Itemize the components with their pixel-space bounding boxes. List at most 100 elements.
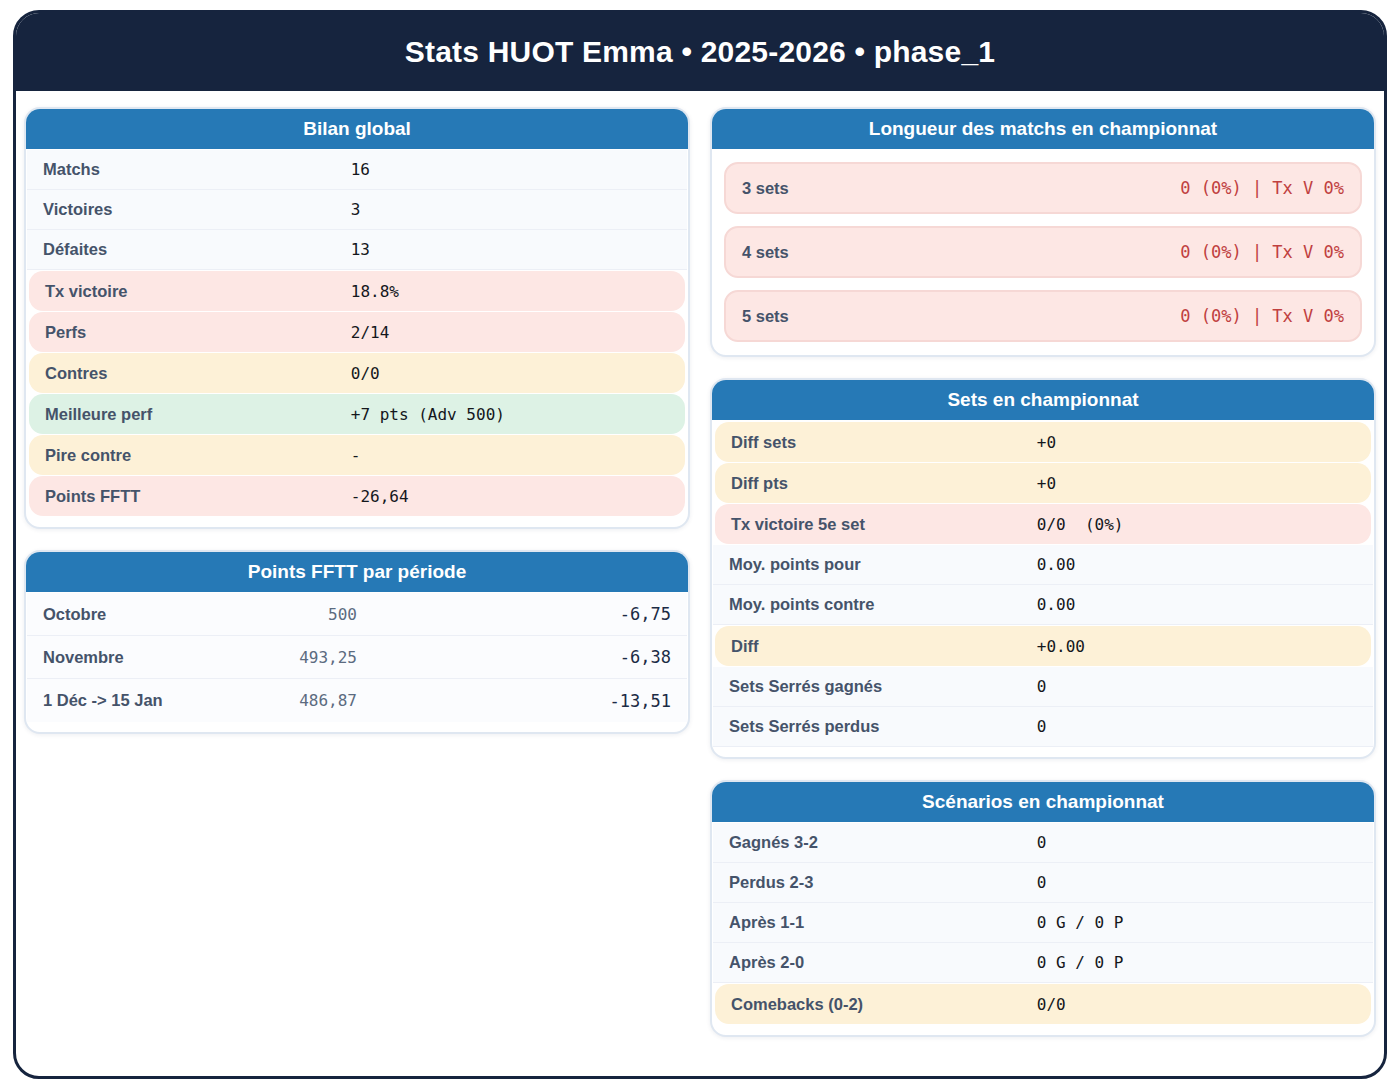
stat-value: 0 [1037, 873, 1357, 892]
period-row: 1 Déc -> 15 Jan486,87-13,51 [27, 679, 687, 722]
period-points: 486,87 [257, 691, 357, 710]
card-points-fftt-periode: Points FFTT par période Octobre500-6,75N… [24, 550, 690, 734]
right-column: Longueur des matchs en championnat 3 set… [710, 107, 1376, 1037]
stat-label: Défaites [43, 240, 351, 259]
stat-row: Victoires3 [27, 190, 687, 230]
stat-label: Comebacks (0-2) [731, 995, 1037, 1014]
card-sets-body: Diff sets+0Diff pts+0Tx victoire 5e set0… [712, 420, 1374, 757]
stat-label: Tx victoire 5e set [731, 515, 1037, 534]
stat-value: - [351, 446, 669, 465]
stat-row: Contres0/0 [29, 353, 685, 393]
stat-value: +0 [1037, 474, 1355, 493]
match-length-row: 3 sets 0 (0%) | Tx V 0% [724, 162, 1362, 214]
match-length-label: 3 sets [742, 179, 789, 198]
card-longueur-title: Longueur des matchs en championnat [712, 109, 1374, 149]
stat-row: Après 2-00 G / 0 P [713, 943, 1373, 983]
stat-value: 16 [351, 160, 671, 179]
stat-value: 0.00 [1037, 595, 1357, 614]
stat-label: Meilleure perf [45, 405, 351, 424]
card-sets-title: Sets en championnat [712, 380, 1374, 420]
card-sets-championnat: Sets en championnat Diff sets+0Diff pts+… [710, 378, 1376, 759]
stat-row: Comebacks (0-2)0/0 [715, 984, 1371, 1024]
card-longueur-matchs: Longueur des matchs en championnat 3 set… [710, 107, 1376, 357]
stat-value: 0.00 [1037, 555, 1357, 574]
period-delta: -6,38 [357, 647, 671, 667]
stat-row: Diff sets+0 [715, 422, 1371, 462]
card-bilan-global: Bilan global Matchs16Victoires3Défaites1… [24, 107, 690, 529]
stat-label: Contres [45, 364, 351, 383]
stat-label: Moy. points pour [729, 555, 1037, 574]
period-label: Octobre [43, 605, 257, 624]
stat-value: +0.00 [1037, 637, 1355, 656]
match-length-value: 0 (0%) | Tx V 0% [1180, 178, 1344, 198]
stat-label: Diff [731, 637, 1037, 656]
stat-row: Sets Serrés perdus0 [713, 707, 1373, 747]
stat-value: 0 G / 0 P [1037, 913, 1357, 932]
card-bilan-body: Matchs16Victoires3Défaites13Tx victoire1… [26, 149, 688, 527]
stat-label: Moy. points contre [729, 595, 1037, 614]
stat-label: Diff sets [731, 433, 1037, 452]
stat-label: Sets Serrés gagnés [729, 677, 1037, 696]
stat-label: Après 2-0 [729, 953, 1037, 972]
stat-label: Sets Serrés perdus [729, 717, 1037, 736]
stat-value: +7 pts (Adv 500) [351, 405, 669, 424]
stat-row: Tx victoire18.8% [29, 271, 685, 311]
stat-row: Points FFTT-26,64 [29, 476, 685, 516]
card-periodes-body: Octobre500-6,75 Novembre493,25-6,38 1 Déc … [26, 592, 688, 732]
period-delta: -6,75 [357, 604, 671, 624]
stat-label: Diff pts [731, 474, 1037, 493]
stat-row: Moy. points pour0.00 [713, 545, 1373, 585]
card-scenarios-title: Scénarios en championnat [712, 782, 1374, 822]
stat-value: 0/0 (0%) [1037, 515, 1355, 534]
stat-label: Perdus 2-3 [729, 873, 1037, 892]
stat-row: Gagnés 3-20 [713, 823, 1373, 863]
stat-value: +0 [1037, 433, 1355, 452]
left-column: Bilan global Matchs16Victoires3Défaites1… [24, 107, 690, 734]
period-points: 500 [257, 605, 357, 624]
stat-row: Diff pts+0 [715, 463, 1371, 503]
match-length-label: 5 sets [742, 307, 789, 326]
match-length-row: 5 sets 0 (0%) | Tx V 0% [724, 290, 1362, 342]
stat-value: 0 [1037, 833, 1357, 852]
period-label: Novembre [43, 648, 257, 667]
match-length-row: 4 sets 0 (0%) | Tx V 0% [724, 226, 1362, 278]
page-header: Stats HUOT Emma • 2025-2026 • phase_1 [16, 13, 1384, 91]
stat-label: Pire contre [45, 446, 351, 465]
stat-label: Perfs [45, 323, 351, 342]
stat-row: Matchs16 [27, 150, 687, 190]
period-row: Octobre500-6,75 [27, 593, 687, 636]
stat-label: Victoires [43, 200, 351, 219]
stat-row: Meilleure perf+7 pts (Adv 500) [29, 394, 685, 434]
stat-label: Gagnés 3-2 [729, 833, 1037, 852]
stat-value: 13 [351, 240, 671, 259]
stat-label: Matchs [43, 160, 351, 179]
stat-row: Pire contre- [29, 435, 685, 475]
stat-value: -26,64 [351, 487, 669, 506]
period-label: 1 Déc -> 15 Jan [43, 691, 257, 710]
stat-row: Défaites13 [27, 230, 687, 270]
match-length-label: 4 sets [742, 243, 789, 262]
stat-row: Tx victoire 5e set0/0 (0%) [715, 504, 1371, 544]
stat-label: Tx victoire [45, 282, 351, 301]
stat-row: Moy. points contre0.00 [713, 585, 1373, 625]
stat-value: 0 [1037, 677, 1357, 696]
stat-row: Diff+0.00 [715, 626, 1371, 666]
stats-page: Stats HUOT Emma • 2025-2026 • phase_1 Bi… [13, 10, 1387, 1079]
stat-value: 3 [351, 200, 671, 219]
card-longueur-body: 3 sets 0 (0%) | Tx V 0% 4 sets 0 (0%) | Tx … [712, 149, 1374, 355]
stat-value: 0 [1037, 717, 1357, 736]
stat-row: Après 1-10 G / 0 P [713, 903, 1373, 943]
stat-value: 0/0 [351, 364, 669, 383]
stat-value: 2/14 [351, 323, 669, 342]
page-title: Stats HUOT Emma • 2025-2026 • phase_1 [405, 35, 995, 69]
match-length-value: 0 (0%) | Tx V 0% [1180, 242, 1344, 262]
card-bilan-title: Bilan global [26, 109, 688, 149]
period-points: 493,25 [257, 648, 357, 667]
match-length-value: 0 (0%) | Tx V 0% [1180, 306, 1344, 326]
stat-row: Perfs2/14 [29, 312, 685, 352]
card-scenarios-championnat: Scénarios en championnat Gagnés 3-20Perd… [710, 780, 1376, 1037]
card-scenarios-body: Gagnés 3-20Perdus 2-30Après 1-10 G / 0 P… [712, 822, 1374, 1035]
stat-value: 18.8% [351, 282, 669, 301]
content: Bilan global Matchs16Victoires3Défaites1… [16, 91, 1384, 1076]
stat-value: 0 G / 0 P [1037, 953, 1357, 972]
